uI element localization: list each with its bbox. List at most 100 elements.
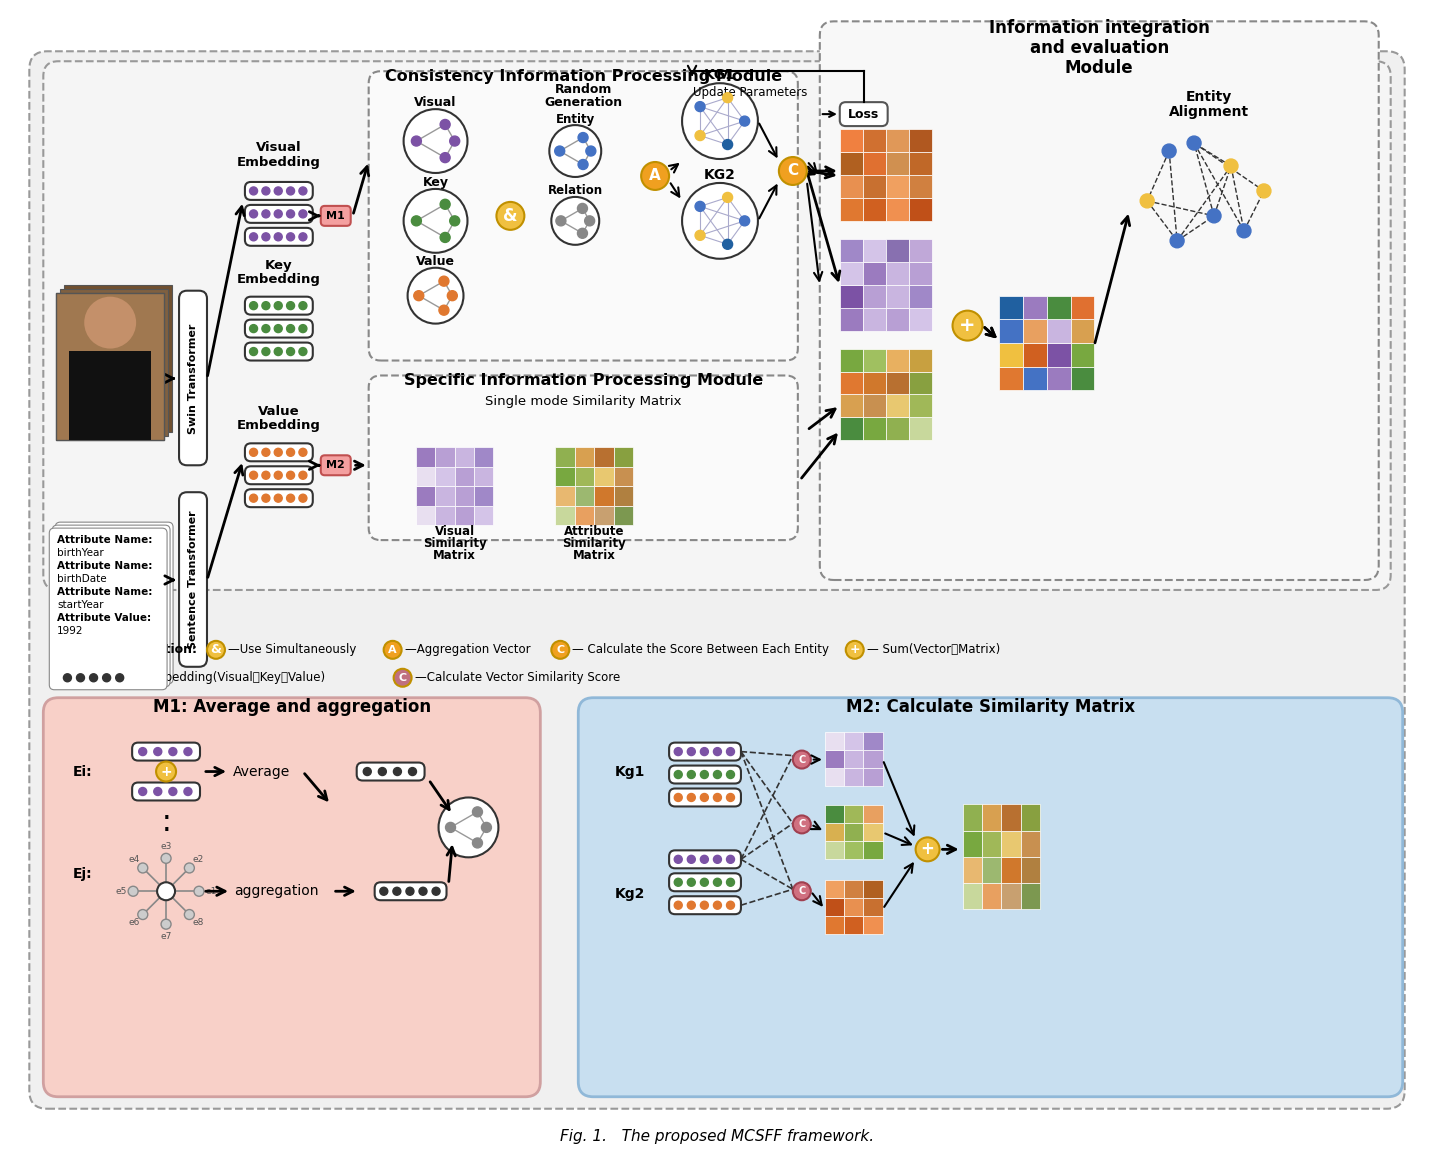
- Circle shape: [740, 216, 750, 226]
- FancyBboxPatch shape: [321, 205, 351, 226]
- Text: Generation: Generation: [543, 96, 622, 109]
- Bar: [863, 152, 886, 175]
- Text: — Sum(Vector、Matrix): — Sum(Vector、Matrix): [866, 644, 999, 657]
- Circle shape: [1140, 194, 1154, 208]
- Bar: [555, 448, 575, 466]
- Circle shape: [714, 747, 721, 755]
- Bar: [555, 506, 575, 525]
- Circle shape: [287, 210, 294, 218]
- FancyBboxPatch shape: [578, 697, 1402, 1096]
- Circle shape: [406, 887, 414, 896]
- FancyBboxPatch shape: [43, 61, 1391, 590]
- Bar: [982, 883, 1001, 909]
- Circle shape: [440, 119, 450, 130]
- Circle shape: [262, 325, 270, 333]
- Text: Embedding: Embedding: [237, 273, 321, 285]
- Text: Alignment: Alignment: [1169, 106, 1249, 119]
- FancyBboxPatch shape: [245, 466, 313, 484]
- Circle shape: [952, 311, 982, 341]
- Bar: [863, 129, 886, 152]
- Bar: [909, 262, 932, 284]
- Text: &: &: [503, 206, 518, 225]
- Circle shape: [250, 325, 258, 333]
- Circle shape: [1187, 136, 1202, 150]
- Circle shape: [556, 216, 566, 226]
- Bar: [614, 448, 634, 466]
- Bar: [435, 466, 455, 486]
- Bar: [909, 198, 932, 220]
- Bar: [825, 824, 845, 841]
- Circle shape: [89, 674, 98, 682]
- Circle shape: [727, 793, 734, 802]
- FancyBboxPatch shape: [245, 227, 313, 246]
- Circle shape: [185, 863, 195, 873]
- Bar: [455, 486, 475, 506]
- Bar: [1071, 296, 1094, 319]
- Bar: [886, 262, 909, 284]
- Text: Key: Key: [265, 259, 293, 271]
- Circle shape: [1162, 144, 1176, 158]
- FancyBboxPatch shape: [52, 525, 171, 687]
- FancyBboxPatch shape: [245, 297, 313, 314]
- Bar: [594, 448, 614, 466]
- Bar: [863, 768, 883, 785]
- Bar: [863, 916, 883, 934]
- Text: Ej:: Ej:: [73, 868, 93, 882]
- Bar: [863, 805, 883, 824]
- Bar: [840, 307, 863, 331]
- Circle shape: [298, 494, 307, 502]
- Text: Key: Key: [423, 176, 449, 189]
- Bar: [845, 916, 863, 934]
- Bar: [962, 805, 982, 831]
- Circle shape: [153, 788, 162, 796]
- Bar: [863, 239, 886, 262]
- Text: M1: Average and aggregation: M1: Average and aggregation: [153, 697, 430, 716]
- Circle shape: [393, 887, 402, 896]
- Circle shape: [714, 901, 721, 909]
- Bar: [863, 880, 883, 898]
- Text: Attribute: Attribute: [564, 525, 624, 538]
- Text: KG2: KG2: [704, 168, 736, 182]
- Bar: [555, 466, 575, 486]
- Circle shape: [250, 348, 258, 355]
- Text: Value: Value: [258, 405, 300, 419]
- Bar: [825, 768, 845, 785]
- Bar: [614, 506, 634, 525]
- Circle shape: [714, 855, 721, 863]
- Circle shape: [161, 919, 171, 929]
- Circle shape: [90, 298, 130, 339]
- Bar: [69, 350, 151, 441]
- Circle shape: [287, 448, 294, 456]
- Circle shape: [683, 84, 759, 159]
- FancyBboxPatch shape: [670, 742, 741, 761]
- Text: +: +: [959, 317, 975, 335]
- Bar: [845, 898, 863, 916]
- Bar: [863, 394, 886, 418]
- Circle shape: [687, 770, 695, 778]
- Bar: [1021, 805, 1041, 831]
- Text: and evaluation: and evaluation: [1030, 39, 1169, 57]
- Circle shape: [585, 216, 595, 226]
- Bar: [1022, 367, 1047, 391]
- Text: Embedding: Embedding: [237, 155, 321, 169]
- Text: —Embedding(Visual、Key、Value): —Embedding(Visual、Key、Value): [135, 672, 326, 684]
- Circle shape: [393, 768, 402, 776]
- Bar: [886, 394, 909, 418]
- Circle shape: [403, 189, 467, 253]
- Circle shape: [578, 203, 588, 213]
- Circle shape: [916, 838, 939, 862]
- Circle shape: [103, 674, 110, 682]
- Text: Kg1: Kg1: [615, 764, 645, 778]
- Circle shape: [287, 325, 294, 333]
- Circle shape: [714, 878, 721, 886]
- Circle shape: [287, 471, 294, 479]
- Text: e8: e8: [192, 919, 204, 928]
- Circle shape: [262, 302, 270, 310]
- Bar: [65, 284, 172, 433]
- Bar: [56, 292, 163, 441]
- Text: birthYear: birthYear: [57, 548, 105, 558]
- FancyBboxPatch shape: [29, 51, 1405, 1109]
- Bar: [435, 506, 455, 525]
- Circle shape: [439, 276, 449, 287]
- Circle shape: [439, 797, 499, 857]
